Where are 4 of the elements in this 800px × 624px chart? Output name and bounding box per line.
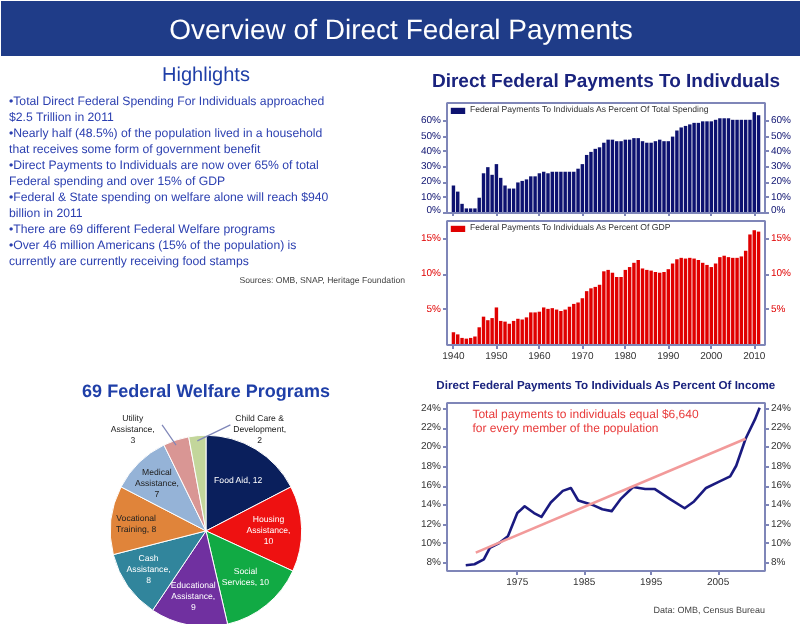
chart-title: Direct Federal Payments To Indivduals	[431, 71, 781, 93]
text: Overview of Direct Federal Payments	[169, 13, 633, 45]
text: Highlights	[162, 65, 250, 87]
chart-title: 69 Federal Welfare Programs	[82, 381, 330, 401]
